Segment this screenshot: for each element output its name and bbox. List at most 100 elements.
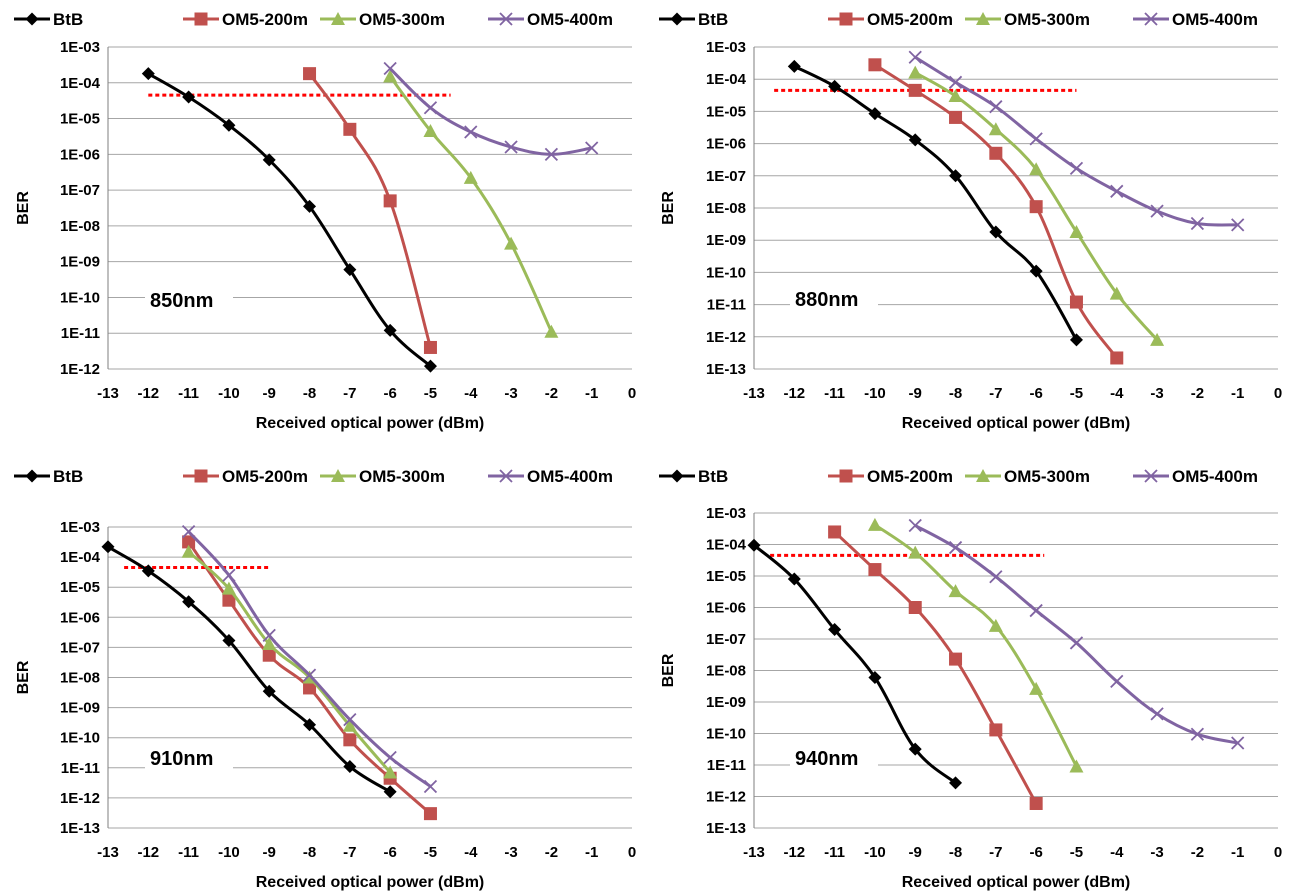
data-point-BtB	[101, 540, 115, 554]
data-point-OM5-200m	[303, 681, 317, 695]
data-point-BtB	[1069, 333, 1083, 347]
data-point-OM5-200m	[1029, 796, 1043, 810]
data-point-BtB	[908, 133, 922, 147]
legend-label-OM5-200m: OM5-200m	[222, 467, 308, 486]
data-point-OM5-400m	[989, 570, 1003, 584]
data-point-BtB	[747, 538, 761, 552]
legend-marker-OM5-400m	[499, 12, 513, 26]
data-point-OM5-200m	[908, 83, 922, 97]
legend-label-OM5-300m: OM5-300m	[1004, 10, 1090, 29]
y-tick-label: 1E-10	[706, 726, 746, 743]
data-point-OM5-200m	[423, 807, 437, 821]
data-point-OM5-300m	[948, 89, 963, 103]
data-point-OM5-400m	[1190, 727, 1205, 741]
y-tick-label: 1E-07	[706, 631, 746, 648]
data-point-OM5-300m	[1150, 332, 1165, 346]
data-point-BtB	[828, 623, 842, 637]
x-tick-label: -10	[218, 844, 240, 861]
data-point-OM5-300m	[908, 65, 923, 79]
y-tick-label: 1E-07	[60, 182, 100, 199]
data-point-BtB	[262, 153, 276, 167]
data-point-OM5-400m	[1231, 218, 1245, 232]
data-point-BtB	[908, 742, 922, 756]
x-tick-label: -12	[783, 385, 805, 402]
x-tick-label: -5	[424, 844, 437, 861]
series-line-OM5-400m	[914, 55, 1238, 227]
data-point-BtB	[262, 684, 276, 698]
y-tick-label: 1E-05	[706, 568, 746, 585]
x-tick-label: -10	[218, 385, 240, 402]
data-point-BtB	[303, 199, 317, 213]
x-tick-label: -8	[949, 385, 962, 402]
data-point-OM5-300m	[948, 584, 963, 598]
data-point-OM5-300m	[1029, 162, 1044, 176]
legend-marker-OM5-300m	[976, 12, 990, 25]
data-point-OM5-200m	[182, 535, 196, 549]
chart-panel-910nm: 1E-03 1E-04 1E-05 1E-06 1E-07 1E-08 1E-09 1E-10…	[14, 467, 636, 891]
x-tick-label: -3	[1150, 844, 1163, 861]
x-tick-label: -12	[137, 844, 159, 861]
data-point-OM5-400m	[343, 712, 357, 727]
y-tick-label: 1E-08	[706, 200, 746, 217]
y-tick-label: 1E-12	[60, 790, 100, 807]
data-point-OM5-300m	[383, 765, 398, 779]
x-tick-label: -5	[424, 385, 437, 402]
data-point-OM5-400m	[222, 568, 236, 582]
y-tick-label: 1E-06	[706, 600, 746, 617]
data-point-BtB	[182, 90, 196, 104]
data-point-OM5-400m	[1231, 736, 1245, 750]
data-point-BtB	[343, 760, 357, 774]
data-point-BtB	[868, 107, 882, 121]
legend-marker-OM5-300m	[331, 469, 345, 482]
x-tick-label: -10	[864, 385, 886, 402]
y-tick-label: 1E-09	[706, 694, 746, 711]
data-point-BtB	[182, 595, 196, 609]
y-tick-label: 1E-11	[707, 757, 746, 774]
data-point-OM5-300m	[221, 581, 236, 595]
y-tick-label: 1E-12	[706, 329, 746, 346]
legend-marker-OM5-300m	[976, 469, 990, 482]
y-tick-label: 1E-08	[60, 218, 100, 235]
x-tick-label: -11	[824, 844, 845, 861]
data-point-OM5-400m	[908, 518, 922, 533]
data-point-OM5-400m	[1029, 603, 1043, 618]
data-point-OM5-300m	[1069, 224, 1084, 238]
x-tick-label: 0	[628, 385, 636, 402]
legend-label-BtB: BtB	[53, 467, 83, 486]
y-axis-title: BER	[15, 191, 32, 225]
data-point-OM5-200m	[868, 563, 882, 577]
y-tick-label: 1E-09	[60, 700, 100, 717]
data-point-OM5-400m	[262, 628, 276, 643]
y-tick-label: 1E-06	[706, 136, 746, 153]
legend-marker-BtB	[670, 469, 684, 483]
data-point-BtB	[868, 670, 882, 684]
data-point-OM5-200m	[222, 593, 236, 607]
data-point-OM5-300m	[544, 324, 559, 338]
data-point-BtB	[222, 633, 236, 647]
x-tick-label: -3	[1150, 385, 1163, 402]
data-point-BtB	[949, 169, 963, 183]
wavelength-annotation: 940nm	[795, 748, 858, 770]
x-tick-label: -13	[743, 844, 765, 861]
data-point-OM5-300m	[908, 545, 923, 559]
y-tick-label: 1E-05	[706, 103, 746, 120]
x-tick-label: -8	[303, 385, 316, 402]
y-tick-label: 1E-03	[706, 505, 746, 522]
legend-marker-OM5-200m	[194, 469, 208, 483]
x-tick-label: -6	[1029, 844, 1042, 861]
x-tick-label: -3	[504, 385, 517, 402]
x-tick-label: -7	[343, 844, 356, 861]
y-tick-label: 1E-13	[60, 820, 100, 837]
x-tick-label: 0	[1274, 844, 1282, 861]
data-point-OM5-400m	[464, 125, 478, 139]
x-tick-label: -9	[263, 385, 276, 402]
y-tick-label: 1E-07	[60, 639, 100, 656]
data-point-BtB	[787, 572, 801, 586]
legend-label-BtB: BtB	[698, 467, 728, 486]
legend-marker-OM5-200m	[839, 12, 853, 26]
data-point-OM5-300m	[342, 718, 357, 732]
data-point-BtB	[1029, 264, 1043, 278]
data-point-BtB	[423, 359, 437, 373]
x-tick-label: -4	[1110, 385, 1124, 402]
y-tick-label: 1E-11	[707, 297, 746, 314]
